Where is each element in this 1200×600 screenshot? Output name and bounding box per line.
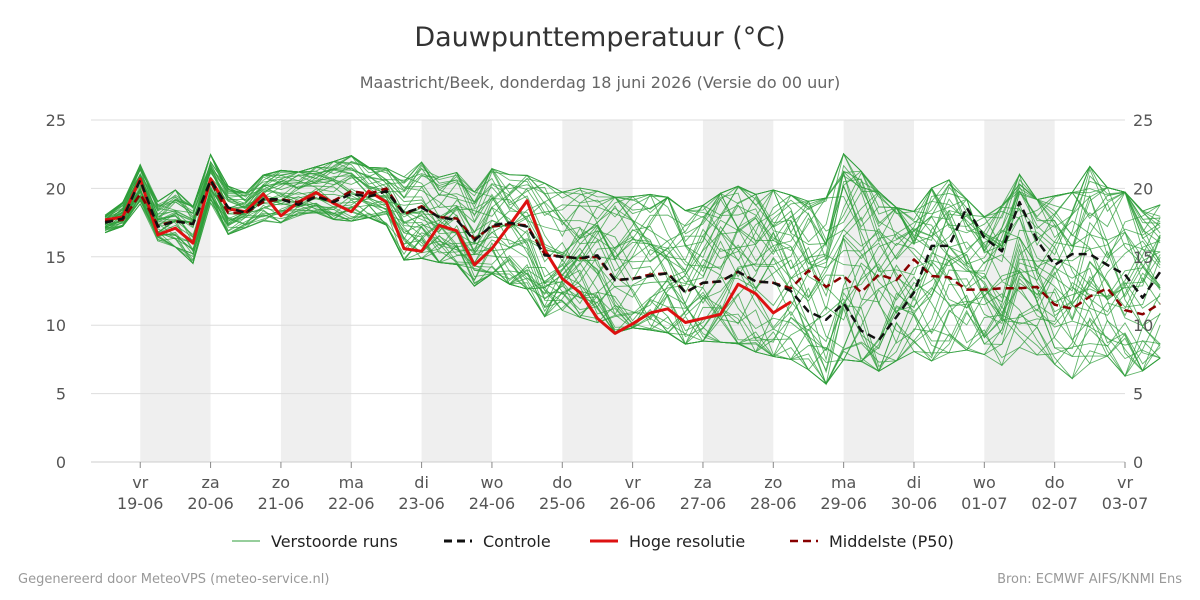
x-tick-date-1: 20-06 <box>187 494 234 513</box>
x-tick-day-6: do <box>552 473 572 492</box>
y-tick-right-0: 0 <box>1133 453 1143 472</box>
x-tick-date-10: 29-06 <box>820 494 867 513</box>
weekend-shading <box>140 120 1055 462</box>
legend-label-0: Verstoorde runs <box>271 532 398 551</box>
y-tick-left-5: 5 <box>56 385 66 404</box>
shade-band-0 <box>140 120 211 462</box>
x-tick-day-5: wo <box>481 473 504 492</box>
x-tick-day-7: vr <box>625 473 641 492</box>
y-tick-left-15: 15 <box>46 248 66 267</box>
x-tick-day-12: wo <box>973 473 996 492</box>
ensemble-member-41 <box>104 153 1161 299</box>
legend-label-2: Hoge resolutie <box>629 532 745 551</box>
x-tick-day-11: di <box>907 473 922 492</box>
x-tick-day-2: zo <box>272 473 290 492</box>
legend-label-1: Controle <box>483 532 551 551</box>
main-series <box>104 177 1162 342</box>
y-tick-right-10: 10 <box>1133 316 1153 335</box>
x-tick-date-13: 02-07 <box>1031 494 1078 513</box>
y-tick-right-20: 20 <box>1133 179 1153 198</box>
x-tick-date-11: 30-06 <box>891 494 938 513</box>
y-tick-right-5: 5 <box>1133 385 1143 404</box>
x-tick-day-8: za <box>694 473 712 492</box>
shade-band-4 <box>702 120 774 462</box>
legend: Verstoorde runs Controle Hoge resolutie Mid… <box>232 532 954 551</box>
x-tick-date-5: 24-06 <box>469 494 516 513</box>
ensemble-member-43 <box>104 153 1161 269</box>
x-tick-date-6: 25-06 <box>539 494 586 513</box>
ensemble-member-30 <box>104 160 1161 307</box>
x-tick-day-14: vr <box>1117 473 1133 492</box>
x-tick-date-3: 22-06 <box>328 494 375 513</box>
ensemble-member-49 <box>104 153 1161 362</box>
ensemble-member-31 <box>104 180 1161 385</box>
x-tick-date-14: 03-07 <box>1102 494 1149 513</box>
x-tick-day-10: ma <box>831 473 856 492</box>
chart-subtitle: Maastricht/Beek, donderdag 18 juni 2026 … <box>359 73 841 92</box>
x-axis: vr 19-06 za 20-06 zo 21-06 ma 22-06 di 23-06 wo 24-… <box>91 461 1149 513</box>
shade-band-2 <box>421 120 492 462</box>
shade-band-1 <box>280 120 352 462</box>
y-tick-right-15: 15 <box>1133 248 1153 267</box>
ensemble-member-19 <box>105 170 1161 385</box>
ensemble-member-2 <box>104 165 1161 282</box>
y-axis-right: 0 5 10 15 20 25 <box>1133 111 1153 472</box>
x-tick-day-0: vr <box>132 473 148 492</box>
ensemble-member-39 <box>104 155 1161 272</box>
y-tick-right-25: 25 <box>1133 111 1153 130</box>
x-tick-date-12: 01-07 <box>961 494 1008 513</box>
ensemble-member-40 <box>104 153 1161 298</box>
x-tick-day-13: do <box>1045 473 1065 492</box>
ensemble-member-36 <box>104 153 1161 265</box>
x-tick-day-1: za <box>201 473 219 492</box>
y-tick-left-25: 25 <box>46 111 66 130</box>
series-controle <box>104 178 1162 342</box>
ensemble-members <box>104 152 1161 386</box>
series-middelste-p50 <box>105 180 1161 316</box>
y-tick-left-0: 0 <box>56 453 66 472</box>
x-tick-day-9: zo <box>764 473 782 492</box>
x-tick-date-8: 27-06 <box>680 494 727 513</box>
x-tick-date-4: 23-06 <box>398 494 445 513</box>
chart-title: Dauwpunttemperatuur (°C) <box>414 22 786 53</box>
y-tick-left-10: 10 <box>46 316 66 335</box>
footer-generated: Gegenereerd door MeteoVPS (meteo-service… <box>18 572 330 587</box>
x-tick-day-3: ma <box>339 473 364 492</box>
ensemble-member-28 <box>105 161 1161 321</box>
x-tick-date-9: 28-06 <box>750 494 797 513</box>
x-tick-date-2: 21-06 <box>258 494 305 513</box>
y-tick-left-20: 20 <box>46 179 66 198</box>
x-tick-date-7: 26-06 <box>609 494 656 513</box>
footer-source: Bron: ECMWF AIFS/KNMI Ens <box>997 572 1182 587</box>
y-axis-left: 0 5 10 15 20 25 <box>46 111 66 472</box>
legend-label-3: Middelste (P50) <box>829 532 954 551</box>
ensemble-member-50 <box>104 186 1161 363</box>
x-tick-date-0: 19-06 <box>117 494 164 513</box>
x-tick-day-4: di <box>414 473 429 492</box>
